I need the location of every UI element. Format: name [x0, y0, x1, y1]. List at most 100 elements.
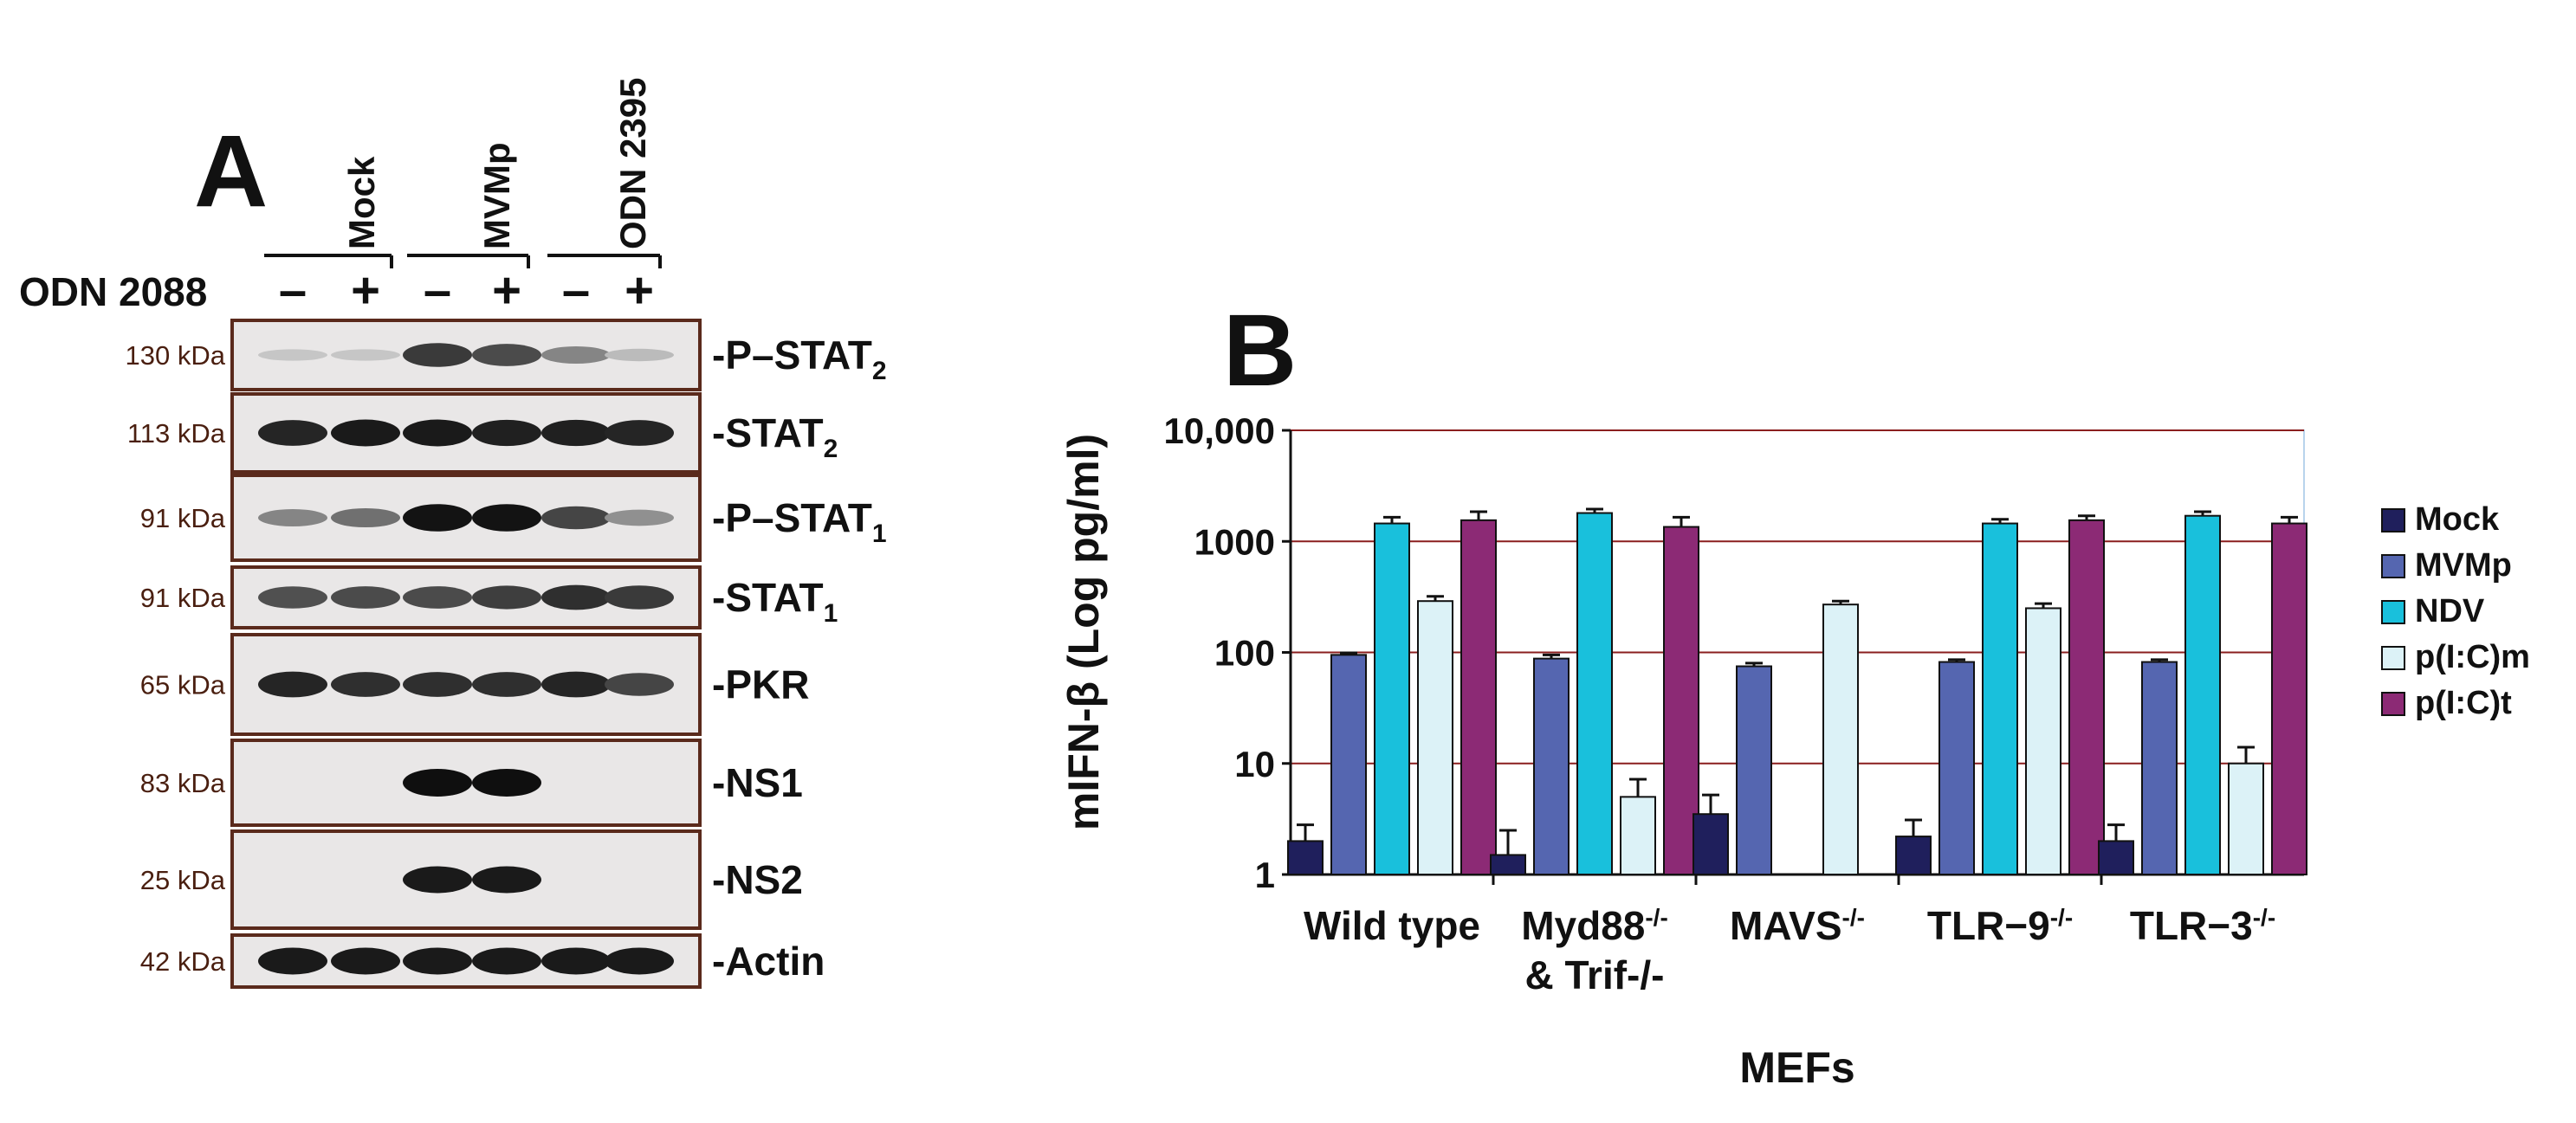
lane-signs: – + – + – +: [279, 262, 654, 319]
panel-b-letter: B: [1223, 294, 1297, 408]
bar: [2141, 661, 2178, 875]
bar: [1490, 854, 1526, 876]
legend-label: p(I:C)m: [2415, 639, 2530, 675]
lane-sign: +: [351, 262, 380, 319]
category-name: Myd88: [1521, 903, 1645, 948]
blot-band: [258, 586, 327, 609]
blot-row: 91 kDa -P–STAT1: [140, 474, 887, 562]
legend-swatch: [2381, 508, 2405, 532]
molecular-weight-label: 113 kDa: [127, 418, 226, 449]
blot-band: [605, 673, 674, 696]
blot-band: [472, 585, 541, 610]
blot-band: [331, 586, 400, 609]
blot-band: [472, 947, 541, 975]
category-superscript: -/-: [1645, 904, 1667, 931]
bar: [1620, 796, 1656, 876]
bar: [1576, 512, 1613, 875]
legend-label: p(I:C)t: [2415, 685, 2512, 721]
blot-band: [472, 769, 541, 797]
x-category-label: TLR−3-/-: [2130, 903, 2275, 948]
bar: [2184, 514, 2221, 876]
protein-name: P–STAT: [725, 332, 872, 378]
blot-band: [472, 504, 541, 532]
blot-band: [331, 947, 400, 975]
bar: [1693, 813, 1729, 875]
category-name: MAVS: [1730, 903, 1842, 948]
molecular-weight-label: 91 kDa: [140, 583, 226, 613]
protein-label: -NS2: [712, 857, 803, 902]
x-category-label: Wild type: [1304, 903, 1480, 948]
bar: [1417, 600, 1453, 875]
legend-label: NDV: [2415, 593, 2485, 629]
bar: [1330, 654, 1367, 875]
panel-b: B mIFN-β (Log pg/ml) MEFs 1 10 100 1000 10,0…: [1059, 294, 2530, 1092]
panel-a-letter: A: [194, 114, 268, 229]
blot-band: [605, 348, 674, 362]
category-name: TLR−3: [2130, 903, 2253, 948]
protein-label: -PKR: [712, 662, 809, 707]
category-name: Wild type: [1304, 903, 1480, 948]
blot-band: [541, 506, 611, 530]
bar: [1982, 522, 2018, 875]
category-name: TLR−9: [1927, 903, 2050, 948]
lane-group-label-odn2395: ODN 2395: [612, 78, 653, 249]
legend-swatch: [2381, 646, 2405, 670]
blot-row: 113 kDa -STAT2: [127, 392, 838, 474]
bar: [1938, 661, 1975, 875]
protein-subscript: 2: [872, 357, 887, 385]
blot-band: [403, 504, 472, 532]
panel-a: A Mock MVMp ODN 2395 ODN 2088 – + – + – + 130…: [19, 78, 887, 989]
x-category-label: TLR−9-/-: [1927, 903, 2073, 948]
lane-sign: –: [562, 262, 590, 319]
blot-band: [403, 947, 472, 975]
blot-band: [472, 344, 541, 366]
protein-name: NS1: [725, 760, 802, 805]
blot-row: 130 kDa -P–STAT2: [126, 319, 887, 391]
y-tick-label: 10: [1234, 744, 1275, 784]
protein-subscript: 2: [824, 435, 838, 463]
blot-band: [331, 672, 400, 697]
blot-row: 83 kDa -NS1: [140, 739, 803, 827]
protein-label: -P–STAT2: [712, 332, 887, 385]
blot-row: 25 kDa -NS2: [140, 829, 803, 930]
bar: [1895, 836, 1932, 875]
molecular-weight-label: 65 kDa: [140, 670, 226, 700]
category-superscript: -/-: [2050, 904, 2073, 931]
protein-label-dash: -: [712, 662, 725, 707]
legend-swatch: [2381, 692, 2405, 716]
bar: [1533, 657, 1570, 876]
bar: [2025, 607, 2061, 875]
blot-band: [403, 343, 472, 367]
bar: [1822, 603, 1859, 875]
protein-label-dash: -: [712, 575, 725, 620]
bar: [1287, 840, 1324, 875]
protein-label: -Actin: [712, 939, 825, 984]
blot-band: [541, 419, 611, 447]
legend-label: Mock: [2415, 501, 2500, 538]
protein-name: STAT: [725, 575, 823, 620]
chart-legend: Mock MVMp NDV p(I:C)m p(I:C)t: [2381, 501, 2530, 721]
protein-name: NS2: [725, 857, 802, 902]
lane-sign: –: [279, 262, 307, 319]
blot-band: [541, 346, 611, 364]
molecular-weight-label: 42 kDa: [140, 946, 226, 977]
bar: [1460, 519, 1497, 875]
blot-row: 42 kDa -Actin: [140, 933, 825, 989]
lane-group-labels: Mock MVMp ODN 2395: [341, 78, 653, 249]
y-axis-title: mIFN-β (Log pg/ml): [1059, 434, 1108, 830]
blot-band: [403, 769, 472, 797]
bar: [2271, 522, 2307, 875]
bar: [2068, 519, 2105, 875]
blot-band: [331, 419, 400, 447]
lane-group-label-mock: Mock: [341, 156, 382, 249]
blot-band: [331, 507, 400, 528]
protein-label-dash: -: [712, 760, 725, 805]
legend-label: MVMp: [2415, 547, 2512, 584]
protein-name: STAT: [725, 410, 823, 455]
protein-label: -P–STAT1: [712, 495, 887, 548]
blot-band: [541, 584, 611, 610]
protein-name: Actin: [725, 939, 825, 984]
protein-subscript: 1: [824, 599, 838, 628]
blot-band: [258, 671, 327, 698]
blot-band: [258, 509, 327, 526]
